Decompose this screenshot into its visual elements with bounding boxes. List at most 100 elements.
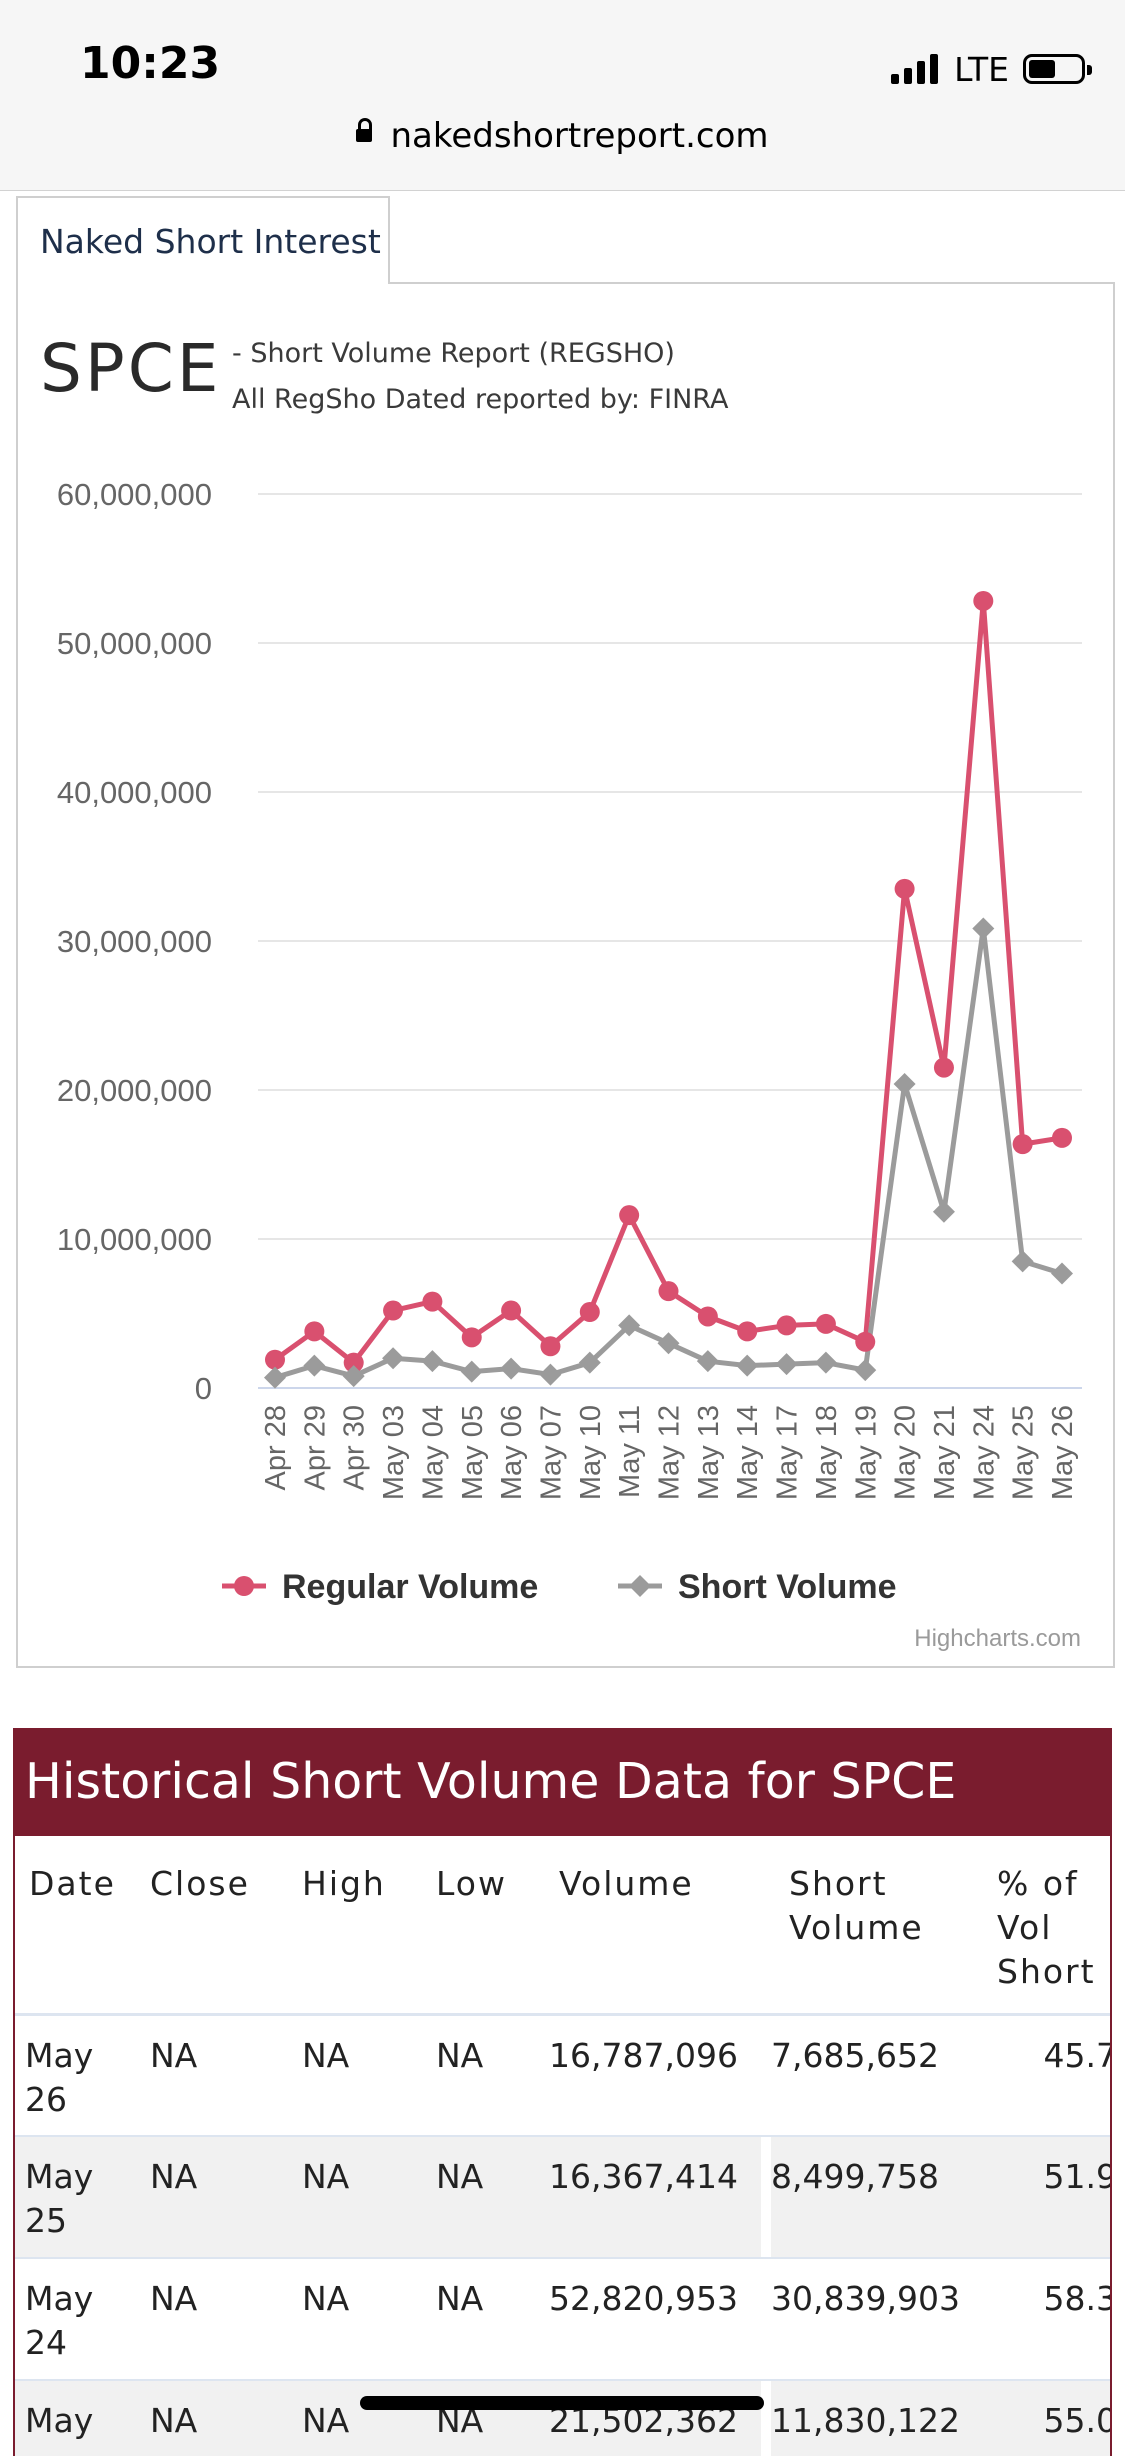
x-tick-label: May 05: [457, 1405, 489, 1500]
cell-volume: 16,367,414: [549, 2157, 738, 2196]
status-icons: LTE: [891, 48, 1092, 90]
short-volume-point: [932, 1200, 955, 1223]
lock-icon: [356, 118, 373, 142]
x-tick-label: May 25: [1008, 1405, 1040, 1500]
cell-close: NA: [150, 2279, 198, 2318]
cell-low: NA: [436, 2035, 484, 2075]
regular-volume-point: [737, 1321, 758, 1342]
column-header-line: Short: [789, 1864, 888, 1903]
legend-short-volume: Short Volume: [678, 1568, 897, 1606]
y-tick-label: 20,000,000: [57, 1073, 212, 1108]
column-header[interactable]: % of Vol Short: [997, 1836, 1110, 2014]
cell-close: NA: [150, 2157, 198, 2196]
regular-volume-point: [933, 1057, 954, 1078]
x-tick-label: May 03: [378, 1405, 410, 1500]
x-tick-label: May 12: [654, 1405, 686, 1500]
regular-volume-point: [815, 1313, 836, 1334]
column-header-line: Close: [150, 1864, 250, 1903]
column-header-line: Vol: [997, 1908, 1053, 1947]
column-header[interactable]: Low: [436, 1836, 559, 2014]
short-volume-point: [421, 1350, 444, 1373]
column-header[interactable]: Close: [150, 1836, 302, 2014]
y-tick-label: 60,000,000: [57, 477, 212, 512]
regular-volume-line: [273, 598, 1063, 1366]
cell-volume: 21,502,362: [549, 2401, 738, 2440]
short-volume-point: [972, 917, 995, 940]
cell-short-volume: 11,830,122: [771, 2401, 960, 2440]
cell-close: NA: [150, 2401, 198, 2440]
column-header[interactable]: High: [302, 1836, 436, 2014]
tab-label: Naked Short Interest: [40, 222, 381, 261]
regular-volume-point: [461, 1327, 482, 1348]
x-tick-label: May 06: [496, 1405, 528, 1500]
browser-top-bar: 10:23 LTE nakedshortreport.com: [0, 0, 1125, 191]
short-volume-point: [657, 1332, 680, 1355]
cell-low: NA: [436, 2401, 484, 2440]
regular-volume-point: [776, 1315, 797, 1336]
cell-short-volume: 8,499,758: [771, 2157, 939, 2196]
cell-high: NA: [302, 2157, 350, 2196]
regular-volume-point: [343, 1352, 364, 1373]
x-tick-label: May 13: [693, 1405, 725, 1500]
signal-strength-icon: [891, 54, 939, 84]
table-row: May 26 NA NA NA 16,787,096 7,685,652 45.7: [15, 2014, 1110, 2136]
cell-short-volume: 30,839,903: [771, 2279, 960, 2318]
x-tick-label: May 17: [772, 1405, 804, 1500]
short-volume-point: [696, 1350, 719, 1373]
tab-naked-short-interest[interactable]: Naked Short Interest: [16, 196, 390, 284]
x-tick-label: Apr 28: [260, 1405, 292, 1490]
regular-volume-point: [894, 878, 915, 899]
column-header[interactable]: Volume: [559, 1836, 771, 2014]
regular-volume-point: [619, 1205, 640, 1226]
cell-volume: 16,787,096: [549, 2035, 738, 2075]
column-header[interactable]: Short Volume: [771, 1836, 997, 2014]
highcharts-credits[interactable]: Highcharts.com: [914, 1625, 1081, 1652]
x-tick-label: May 10: [575, 1405, 607, 1500]
x-tick-label: Apr 30: [339, 1405, 371, 1490]
cell-pct-short: 58.3: [1043, 2279, 1112, 2318]
home-indicator[interactable]: [360, 2396, 764, 2410]
cell-low: NA: [436, 2157, 484, 2196]
short-volume-point: [500, 1357, 523, 1380]
column-header-line: % of: [997, 1864, 1079, 1903]
regular-volume-point: [304, 1321, 325, 1342]
cell-date-line: 25: [25, 2201, 67, 2240]
cell-date: May 26: [15, 2014, 150, 2136]
cell-date-line: May: [25, 2401, 94, 2440]
regular-volume-point: [579, 1302, 600, 1323]
y-tick-label: 0: [195, 1371, 212, 1406]
column-header-line: High: [302, 1864, 386, 1903]
address-bar[interactable]: nakedshortreport.com: [0, 116, 1125, 156]
regular-volume-point: [1012, 1134, 1033, 1155]
cell-high: NA: [302, 2035, 350, 2075]
column-header-line: Low: [436, 1864, 507, 1903]
short-volume-point: [893, 1073, 916, 1096]
cell-date-line: 24: [25, 2323, 67, 2362]
short-volume-point: [382, 1347, 405, 1370]
cell-pct-short: 55.0: [1043, 2401, 1112, 2440]
cell-date: May: [15, 2380, 150, 2456]
cell-date-line: May: [25, 2279, 94, 2318]
y-tick-label: 50,000,000: [57, 626, 212, 661]
x-tick-label: May 19: [850, 1405, 882, 1500]
short-volume-point: [1011, 1250, 1034, 1273]
x-tick-label: May 26: [1047, 1405, 1079, 1500]
ticker-symbol: SPCE: [40, 330, 222, 407]
x-tick-label: May 07: [535, 1405, 567, 1500]
x-tick-label: May 18: [811, 1405, 843, 1500]
regular-volume-point: [540, 1336, 561, 1357]
short-volume-point: [578, 1351, 601, 1374]
legend-regular-volume-symbol: [234, 1576, 254, 1596]
table-row: May NA NA NA 21,502,362 11,830,122 55.0: [15, 2380, 1112, 2456]
x-tick-label: May 21: [929, 1405, 961, 1500]
report-subtitle: - Short Volume Report (REGSHO): [232, 338, 675, 369]
short-volume-point: [264, 1366, 286, 1389]
column-header-line: Short: [997, 1952, 1096, 1991]
battery-icon: [1023, 54, 1092, 84]
x-tick-label: May 24: [968, 1405, 1000, 1500]
short-volume-point: [303, 1354, 326, 1377]
column-header[interactable]: Date: [15, 1836, 150, 2014]
cell-short-volume: 7,685,652: [771, 2035, 939, 2075]
network-type: LTE: [954, 49, 1009, 89]
y-tick-label: 30,000,000: [57, 924, 212, 959]
